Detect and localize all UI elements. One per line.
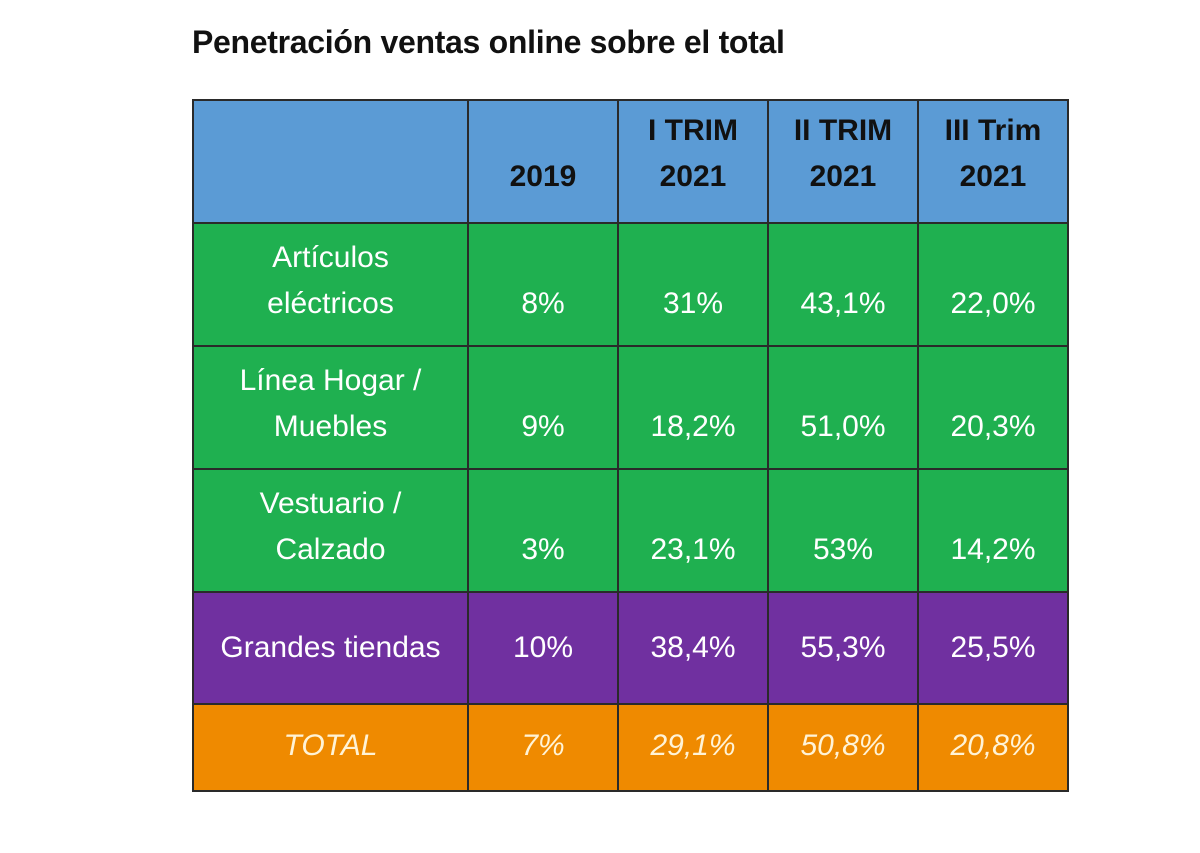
row-label-cell: TOTAL xyxy=(192,703,469,792)
table-row: Grandes tiendas 10% 38,4% 55,3% 25,5% xyxy=(192,591,1069,705)
value-cell: 20,8% xyxy=(917,703,1069,792)
column-header: I TRIM 2021 xyxy=(617,99,769,224)
column-header: 2019 xyxy=(467,99,619,224)
row-label: Vestuario / Calzado xyxy=(259,487,402,566)
value-cell: 50,8% xyxy=(767,703,919,792)
row-label-cell: Artículos eléctricos xyxy=(192,222,469,347)
value-cell: 53% xyxy=(767,468,919,593)
row-label: Línea Hogar / Muebles xyxy=(239,364,422,443)
header-corner-cell xyxy=(192,99,469,224)
row-label-cell: Línea Hogar / Muebles xyxy=(192,345,469,470)
row-label: Grandes tiendas xyxy=(220,631,441,664)
value-cell: 29,1% xyxy=(617,703,769,792)
table-row: Línea Hogar / Muebles 9% 18,2% 51,0% 20,3% xyxy=(192,345,1069,470)
value-cell: 22,0% xyxy=(917,222,1069,347)
row-label: Artículos eléctricos xyxy=(267,241,394,320)
value-cell: 38,4% xyxy=(617,591,769,705)
column-header: II TRIM 2021 xyxy=(767,99,919,224)
value-cell: 18,2% xyxy=(617,345,769,470)
table-row: TOTAL 7% 29,1% 50,8% 20,8% xyxy=(192,703,1069,792)
value-cell: 7% xyxy=(467,703,619,792)
penetration-table: 2019 I TRIM 2021 II TRIM 2021 III Trim 2021… xyxy=(192,99,1069,792)
value-cell: 9% xyxy=(467,345,619,470)
value-cell: 3% xyxy=(467,468,619,593)
value-cell: 51,0% xyxy=(767,345,919,470)
value-cell: 31% xyxy=(617,222,769,347)
value-cell: 55,3% xyxy=(767,591,919,705)
value-cell: 10% xyxy=(467,591,619,705)
value-cell: 23,1% xyxy=(617,468,769,593)
chart-title: Penetración ventas online sobre el total xyxy=(192,24,785,60)
value-cell: 43,1% xyxy=(767,222,919,347)
value-cell: 20,3% xyxy=(917,345,1069,470)
value-cell: 25,5% xyxy=(917,591,1069,705)
header-row: 2019 I TRIM 2021 II TRIM 2021 III Trim 2021 xyxy=(192,99,1069,224)
column-header-label: I TRIM 2021 xyxy=(648,114,738,193)
table-row: Vestuario / Calzado 3% 23,1% 53% 14,2% xyxy=(192,468,1069,593)
value-cell: 14,2% xyxy=(917,468,1069,593)
table-row: Artículos eléctricos 8% 31% 43,1% 22,0% xyxy=(192,222,1069,347)
value-cell: 8% xyxy=(467,222,619,347)
column-header-label: II TRIM 2021 xyxy=(793,114,893,193)
column-header-label: 2019 xyxy=(509,160,577,193)
row-label-cell: Grandes tiendas xyxy=(192,591,469,705)
row-label-cell: Vestuario / Calzado xyxy=(192,468,469,593)
column-header-label: III Trim 2021 xyxy=(944,114,1042,193)
column-header: III Trim 2021 xyxy=(917,99,1069,224)
row-label: TOTAL xyxy=(283,728,378,762)
